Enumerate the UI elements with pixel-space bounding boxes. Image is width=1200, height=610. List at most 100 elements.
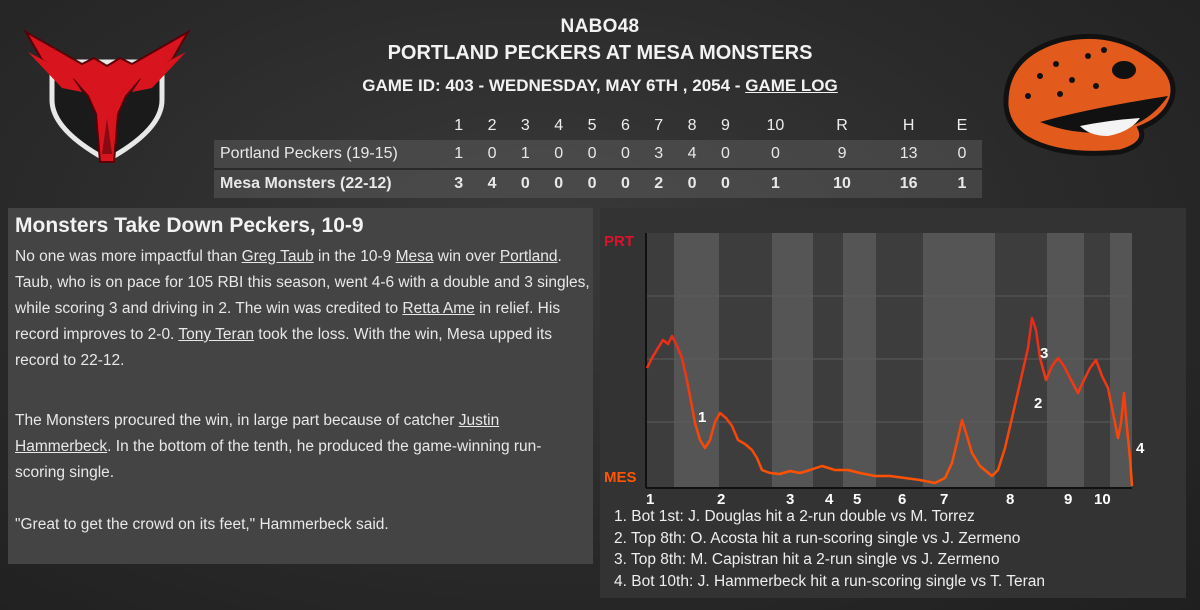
errors-total: 0	[957, 145, 967, 162]
inning-band	[813, 233, 843, 488]
inning-score: 1	[454, 145, 464, 162]
recap-paragraph: The Monsters procured the win, in large …	[15, 408, 591, 486]
inning-band	[674, 233, 719, 488]
linescore-row-away: Portland Peckers (19-15) 1 0 1 0 0 0 3 4…	[214, 140, 982, 169]
game-title: PORTLAND PECKERS AT MESA MONSTERS	[387, 42, 813, 64]
linescore-header-row: 1 2 3 4 5 6 7 8 9 10 R H E	[214, 112, 982, 140]
recap-link[interactable]: Mesa	[395, 248, 434, 265]
recap-paragraph: No one was more impactful than Greg Taub…	[15, 244, 591, 374]
win-probability-chart: PRT MES 1 2 3 4 1 2 3 4 5 6 7 8 9 10	[604, 233, 1145, 508]
column-header: 6	[620, 117, 630, 134]
recap-text: "Great to get the crowd on its feet," Ha…	[15, 516, 389, 533]
inning-score: 0	[587, 175, 597, 192]
home-team-axis-label: MES	[604, 469, 637, 486]
inning-score: 0	[554, 175, 564, 192]
recap-text: in the 10-9	[313, 248, 396, 265]
key-events-list: 1. Bot 1st: J. Douglas hit a 2-run doubl…	[614, 506, 1045, 592]
key-event-item: 3. Top 8th: M. Capistran hit a 2-run sin…	[614, 551, 1000, 568]
inning-score: 2	[654, 175, 664, 192]
errors-total: 1	[957, 175, 967, 192]
inning-score: 3	[454, 175, 464, 192]
recap-link[interactable]: Greg Taub	[241, 248, 314, 265]
inning-score: 1	[770, 175, 780, 192]
recap-headline: Monsters Take Down Peckers, 10-9	[15, 214, 364, 237]
column-header: 7	[654, 117, 664, 134]
linescore-row-home: Mesa Monsters (22-12) 3 4 0 0 0 0 2 0 0 …	[214, 169, 982, 198]
win-probability-line	[645, 316, 1134, 487]
column-header: 9	[720, 117, 730, 134]
portland-peckers-logo	[22, 22, 192, 168]
game-id-date: GAME ID: 403 - WEDNESDAY, MAY 6TH , 2054…	[362, 76, 746, 95]
inning-band	[843, 233, 876, 488]
team-column-header	[214, 112, 442, 140]
recap-text: No one was more impactful than	[15, 248, 242, 265]
inning-axis-label: 2	[717, 491, 725, 508]
key-event-marker: 4	[1136, 440, 1145, 457]
key-event-marker: 1	[698, 409, 706, 426]
inning-axis-label: 9	[1064, 491, 1072, 508]
bird-icon	[23, 29, 191, 163]
column-header: E	[956, 117, 968, 134]
inning-axis-label: 8	[1006, 491, 1014, 508]
recap-text: . Taub, who is on pace for 105 RBI this …	[15, 248, 590, 317]
inning-score: 0	[520, 175, 530, 192]
column-header: 5	[587, 117, 597, 134]
inning-band	[876, 233, 923, 488]
inning-score: 1	[520, 145, 530, 162]
game-log-link[interactable]: GAME LOG	[745, 76, 838, 95]
inning-score: 0	[770, 145, 780, 162]
hits-total: 16	[899, 175, 918, 192]
inning-band	[772, 233, 813, 488]
inning-score: 0	[587, 145, 597, 162]
game-info: GAME ID: 403 - WEDNESDAY, MAY 6TH , 2054…	[250, 76, 950, 96]
runs-total: 10	[833, 175, 851, 192]
inning-score: 0	[620, 145, 630, 162]
team-name: Mesa Monsters (22-12)	[220, 175, 392, 192]
key-event-item: 1. Bot 1st: J. Douglas hit a 2-run doubl…	[614, 508, 975, 525]
inning-axis-label: 7	[940, 491, 948, 508]
inning-axis-label: 6	[898, 491, 906, 508]
inning-score: 0	[720, 145, 730, 162]
recap-link[interactable]: Tony Teran	[178, 326, 254, 343]
away-team-axis-label: PRT	[604, 233, 634, 250]
column-header: H	[902, 117, 915, 134]
key-event-item: 2. Top 8th: O. Acosta hit a run-scoring …	[614, 529, 1021, 547]
inning-score: 0	[720, 175, 730, 192]
key-event-marker: 2	[1034, 395, 1042, 412]
inning-score: 3	[654, 145, 664, 162]
league-name: NABO48	[560, 16, 640, 37]
recap-link[interactable]: Portland	[499, 248, 558, 265]
inning-score: 0	[487, 145, 497, 162]
column-header: 1	[454, 117, 464, 134]
recap-paragraph: "Great to get the crowd on its feet," Ha…	[15, 512, 591, 538]
inning-axis-label: 10	[1094, 491, 1111, 508]
hits-total: 13	[899, 145, 918, 162]
recap-text: The Monsters procured the win, in large …	[15, 412, 459, 429]
inning-band	[1047, 233, 1084, 488]
inning-score: 0	[554, 145, 564, 162]
column-header: 2	[487, 117, 497, 134]
column-header: 8	[687, 117, 697, 134]
inning-axis-label: 4	[825, 491, 834, 508]
team-name: Portland Peckers (19-15)	[220, 145, 398, 162]
recap-link[interactable]: Retta Ame	[402, 300, 475, 317]
game-recap-panel: Monsters Take Down Peckers, 10-9 No one …	[8, 208, 593, 564]
inning-score: 0	[687, 175, 697, 192]
column-header: 4	[554, 117, 564, 134]
column-header: 10	[766, 117, 785, 134]
mesa-monsters-logo	[1000, 26, 1186, 156]
linescore-table: 1 2 3 4 5 6 7 8 9 10 R H E Portland Peck…	[214, 112, 982, 198]
inning-band	[719, 233, 772, 488]
recap-link[interactable]: Justin Hammerbeck	[15, 412, 500, 455]
recap-text: . In the bottom of the tenth, he produce…	[15, 438, 542, 481]
column-header: 3	[520, 117, 530, 134]
lizard-icon	[1003, 33, 1176, 156]
inning-axis-label: 1	[646, 491, 654, 508]
recap-text: win over	[433, 248, 500, 265]
inning-score: 0	[620, 175, 630, 192]
inning-axis-label: 5	[853, 491, 861, 508]
runs-total: 9	[837, 145, 847, 162]
column-header: R	[836, 117, 848, 134]
inning-score: 4	[487, 175, 497, 192]
inning-axis-label: 3	[786, 491, 794, 508]
